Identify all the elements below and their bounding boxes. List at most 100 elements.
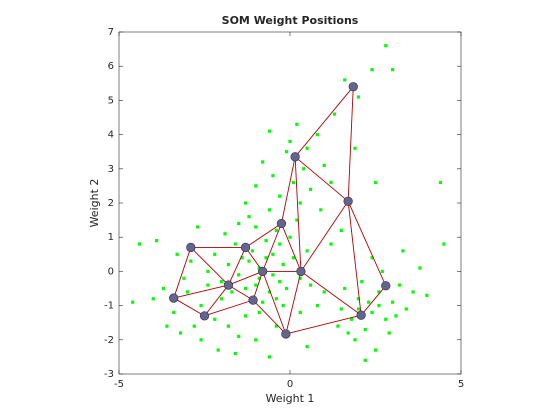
input-point [151, 297, 155, 301]
y-tick-label: 1 [108, 232, 114, 243]
input-point [384, 317, 388, 321]
input-point [356, 307, 360, 311]
input-point [254, 184, 258, 188]
input-point [284, 286, 289, 291]
input-point [308, 187, 313, 191]
input-point [305, 345, 309, 349]
neuron [348, 82, 358, 92]
y-tick-label: 0 [108, 266, 114, 277]
input-point [237, 221, 241, 226]
neuron-link [173, 297, 205, 317]
neuron-link [285, 314, 362, 335]
input-point [199, 338, 203, 342]
input-point [189, 259, 193, 263]
input-point [319, 208, 323, 212]
input-point [278, 280, 282, 284]
neuron [276, 218, 287, 229]
input-point [247, 259, 251, 263]
input-point [397, 283, 402, 287]
input-point [291, 180, 296, 185]
input-point [339, 228, 343, 232]
neuron [290, 152, 300, 162]
input-point [418, 266, 422, 270]
input-point [356, 95, 360, 99]
input-point [271, 252, 275, 256]
input-point [274, 297, 278, 301]
input-point [199, 304, 203, 308]
input-point [391, 68, 395, 72]
input-point [220, 280, 224, 284]
input-point [254, 283, 258, 287]
input-point [243, 314, 248, 318]
neuron [257, 266, 268, 277]
neuron [381, 281, 391, 291]
input-point [155, 239, 159, 243]
y-tick-label: 5 [108, 95, 114, 106]
input-point [349, 317, 354, 321]
input-point [257, 266, 261, 270]
y-tick-label: 7 [108, 27, 114, 38]
input-point [387, 331, 391, 335]
input-point [240, 256, 244, 260]
input-point [411, 290, 415, 294]
neuron-link [294, 86, 354, 158]
input-point [230, 290, 234, 294]
input-point [353, 146, 357, 150]
input-point [373, 180, 378, 185]
input-point [172, 310, 176, 315]
neuron-link [173, 284, 229, 299]
input-point [438, 180, 443, 185]
input-point [322, 290, 326, 294]
input-point [226, 262, 231, 267]
input-point [274, 324, 278, 328]
input-point [267, 208, 272, 212]
input-point [178, 331, 183, 335]
input-point [254, 338, 258, 342]
neuron [248, 295, 258, 305]
neuron-link [347, 201, 362, 316]
input-point [243, 201, 248, 205]
input-point [425, 293, 429, 297]
neuron-link [347, 86, 354, 202]
input-point [401, 249, 405, 253]
input-point [298, 310, 302, 315]
input-point [391, 300, 395, 304]
input-point [284, 150, 289, 154]
input-point [373, 348, 378, 352]
input-point [192, 324, 196, 328]
input-point [223, 232, 227, 236]
input-point [288, 235, 292, 239]
neuron-link [228, 270, 263, 286]
neuron-link [262, 223, 282, 272]
y-tick-label: -3 [104, 369, 114, 380]
input-point [237, 334, 241, 338]
input-point [302, 167, 306, 171]
neuron [356, 310, 366, 320]
input-point [329, 242, 333, 246]
input-point [298, 276, 302, 280]
neuron-link [281, 156, 296, 224]
input-point [336, 324, 340, 328]
neuron-link [360, 285, 387, 316]
neuron-link [204, 299, 254, 317]
input-point [264, 256, 268, 260]
input-point [329, 180, 333, 185]
neuron [343, 196, 353, 206]
input-point [257, 276, 261, 280]
input-point [363, 327, 367, 332]
neuron-link [252, 299, 287, 335]
input-point [206, 283, 210, 287]
neuron-link [245, 247, 264, 272]
input-point [267, 290, 272, 294]
input-point [295, 122, 299, 126]
neuron [169, 293, 179, 303]
plot-area [118, 31, 462, 375]
input-point [339, 307, 343, 311]
neuron-link [262, 271, 287, 335]
input-point [308, 283, 313, 287]
input-point [288, 139, 292, 144]
input-point [442, 242, 446, 246]
input-point [281, 304, 285, 308]
neuron-link [204, 284, 229, 317]
input-point [298, 201, 302, 205]
